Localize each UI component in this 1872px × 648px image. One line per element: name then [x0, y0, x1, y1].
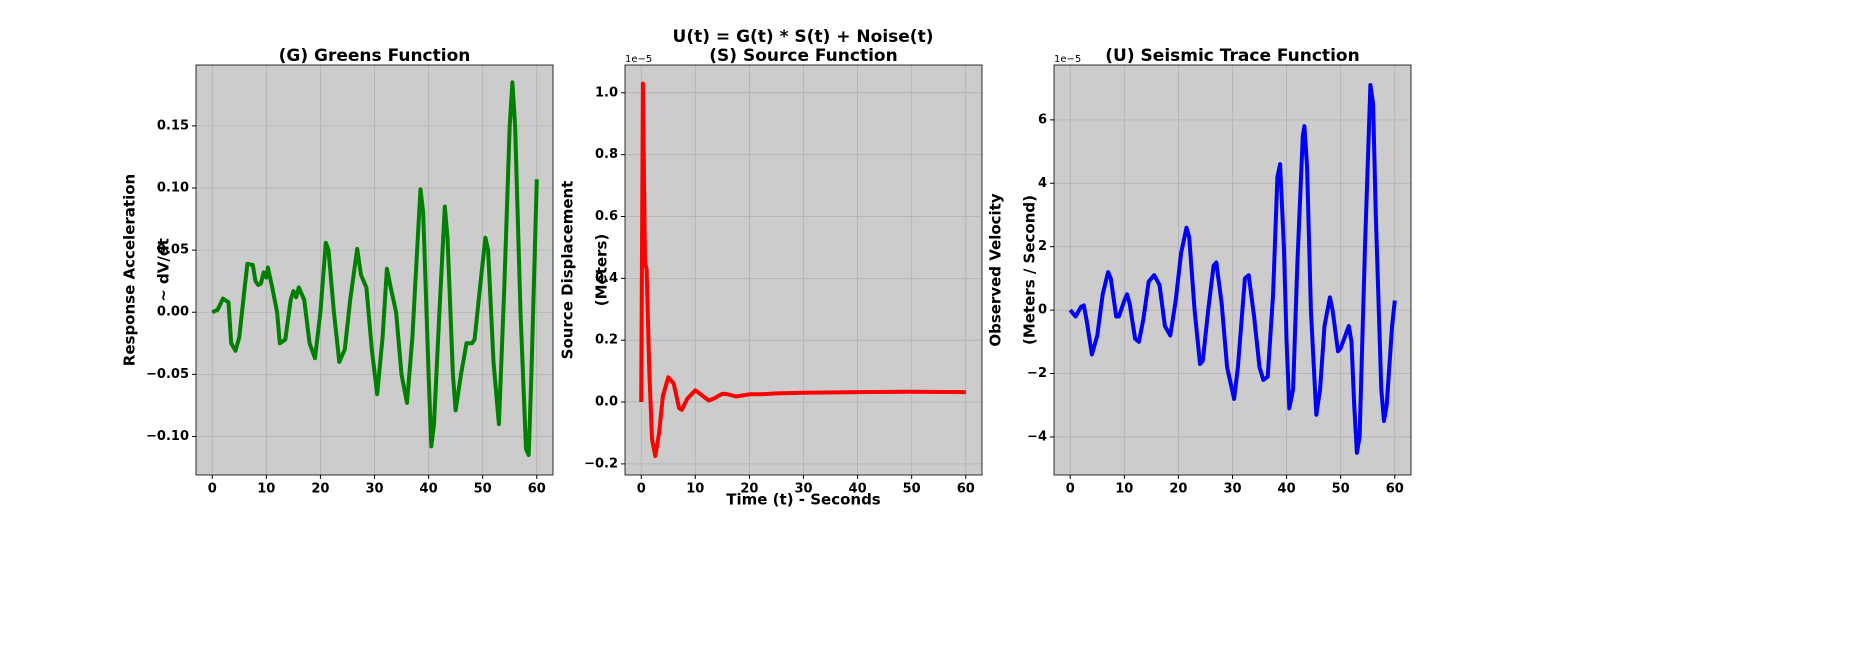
x-tick-label: 10 — [257, 482, 275, 497]
y-tick-label: 0 — [1038, 303, 1047, 318]
y-tick-label: 0.8 — [595, 147, 618, 162]
y-tick-label: −0.05 — [146, 367, 189, 382]
offset-text: 1e−5 — [625, 54, 652, 65]
x-tick-label: 50 — [1332, 482, 1350, 497]
x-tick-label: 40 — [420, 482, 438, 497]
x-tick-label: 10 — [686, 482, 704, 497]
y-axis-label: Observed Velocity — [987, 193, 1005, 347]
x-tick-label: 30 — [365, 482, 383, 497]
y-tick-label: 4 — [1038, 176, 1047, 191]
y-axis-label: ~ dV/dt — [155, 238, 173, 302]
y-tick-label: 6 — [1038, 112, 1047, 127]
line — [1068, 83, 1397, 455]
plot-frame — [195, 64, 554, 476]
y-axis-label: (Meters / Second) — [1021, 195, 1039, 345]
x-tick-label: 20 — [311, 482, 329, 497]
y-tick-label: 0.2 — [595, 333, 618, 348]
y-axis-label: Response Acceleration — [121, 174, 139, 366]
x-tick-label: 0 — [637, 482, 646, 497]
chart-title: (U) Seismic Trace Function — [1105, 46, 1359, 66]
x-tick-label: 50 — [903, 482, 921, 497]
y-tick-label: −0.10 — [146, 429, 189, 444]
x-tick-label: 20 — [1169, 482, 1187, 497]
x-tick-label: 30 — [1223, 482, 1241, 497]
y-axis-label: Source Displacement — [559, 181, 577, 360]
x-tick-label: 0 — [208, 482, 217, 497]
y-tick-label: 0.00 — [157, 305, 189, 320]
y-tick-label: −2 — [1027, 366, 1047, 381]
x-tick-label: 30 — [794, 482, 812, 497]
y-tick-label: 0.05 — [157, 243, 189, 258]
x-tick-label: 60 — [528, 482, 546, 497]
x-tick-label: 50 — [474, 482, 492, 497]
x-axis-label: Time (t) - Seconds — [726, 491, 881, 509]
figure-title: U(t) = G(t) * S(t) + Noise(t) — [673, 27, 934, 47]
x-tick-label: 40 — [849, 482, 867, 497]
x-tick-label: 0 — [1066, 482, 1075, 497]
offset-text: 1e−5 — [1054, 54, 1081, 65]
y-tick-label: 0.15 — [157, 118, 189, 133]
x-tick-label: 40 — [1278, 482, 1296, 497]
chart-title: (G) Greens Function — [279, 46, 471, 66]
y-tick-label: 0.0 — [595, 395, 618, 410]
x-tick-label: 10 — [1115, 482, 1133, 497]
x-tick-label: 60 — [1386, 482, 1404, 497]
plot-frame — [1053, 64, 1412, 476]
line — [211, 80, 539, 458]
y-tick-label: 1.0 — [595, 85, 618, 100]
y-tick-label: 2 — [1038, 239, 1047, 254]
y-tick-label: 0.10 — [157, 181, 189, 196]
x-tick-label: 20 — [740, 482, 758, 497]
y-tick-label: −4 — [1027, 429, 1047, 444]
line — [639, 81, 966, 459]
y-tick-label: 0.6 — [595, 209, 618, 224]
y-tick-label: 0.4 — [595, 271, 618, 286]
plot-frame — [624, 64, 983, 476]
x-tick-label: 60 — [957, 482, 975, 497]
y-tick-label: −0.2 — [584, 456, 618, 471]
y-axis-label: (Meters) — [593, 234, 611, 306]
chart-title: (S) Source Function — [709, 46, 897, 66]
